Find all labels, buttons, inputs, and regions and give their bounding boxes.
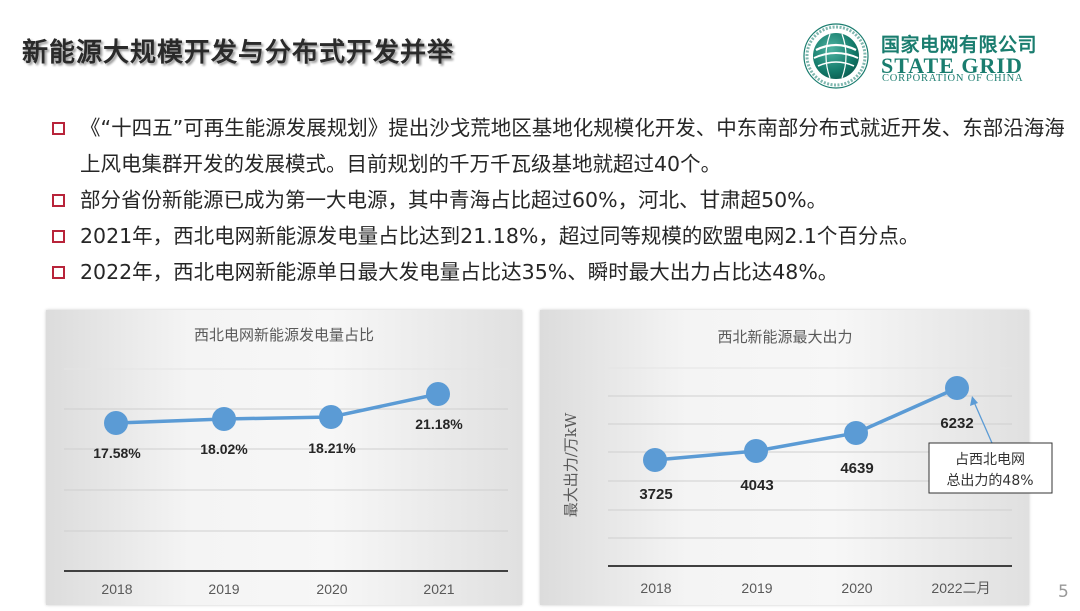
data-label: 4639 <box>840 460 873 477</box>
chart-title: 西北新能源最大出力 <box>717 328 852 346</box>
chart-generation-share-svg: 西北电网新能源发电量占比 17.58% 18.02% 18.21% 21.18%… <box>64 326 508 597</box>
bullet-item: 2021年，西北电网新能源发电量占比达到21.18%，超过同等规模的欧盟电网2.… <box>50 218 1070 254</box>
x-tick-label: 2019 <box>208 581 239 597</box>
data-point <box>844 421 868 445</box>
chart-title: 西北电网新能源发电量占比 <box>194 326 374 344</box>
data-point <box>643 448 667 472</box>
logo-subtitle: CORPORATION OF CHINA <box>882 73 1024 84</box>
x-tick-label: 2020 <box>316 581 347 597</box>
data-label: 4043 <box>740 477 773 494</box>
logo-name-en: STATE GRID <box>881 53 1023 78</box>
x-tick-label: 2022二月 <box>931 580 990 596</box>
data-point <box>104 411 128 435</box>
bullet-square-icon <box>52 230 65 243</box>
data-label: 21.18% <box>415 416 463 432</box>
series-line <box>654 386 958 462</box>
data-point <box>744 439 768 463</box>
bullet-text: 2022年，西北电网新能源单日最大发电量占比达35%、瞬时最大出力占比达48%。 <box>80 260 839 284</box>
bullet-text: 2021年，西北电网新能源发电量占比达到21.18%，超过同等规模的欧盟电网2.… <box>80 224 920 248</box>
bullet-text: 部分省份新能源已成为第一大电源，其中青海占比超过60%，河北、甘肃超50%。 <box>80 188 828 212</box>
gridlines <box>64 368 508 532</box>
data-points <box>643 376 969 472</box>
bullet-item: 2022年，西北电网新能源单日最大发电量占比达35%、瞬时最大出力占比达48%。 <box>50 254 1070 290</box>
data-label: 3725 <box>639 486 672 503</box>
page-number: 5 <box>1058 582 1069 602</box>
data-label: 18.02% <box>200 441 248 457</box>
bullet-item: 《“十四五”可再生能源发展规划》提出沙戈荒地区基地化规模化开发、中东南部分布式就… <box>50 110 1070 182</box>
annotation-arrow <box>973 401 993 444</box>
x-tick-label: 2018 <box>640 580 671 596</box>
arrow-head-icon <box>970 396 978 406</box>
series-line <box>115 392 439 425</box>
data-point <box>212 407 236 431</box>
bullet-text: 《“十四五”可再生能源发展规划》提出沙戈荒地区基地化规模化开发、中东南部分布式就… <box>80 116 1065 176</box>
data-label: 6232 <box>940 415 973 432</box>
bullet-item: 部分省份新能源已成为第一大电源，其中青海占比超过60%，河北、甘肃超50%。 <box>50 182 1070 218</box>
annotation-box <box>928 442 1053 494</box>
bullet-square-icon <box>52 122 65 135</box>
data-point <box>319 405 343 429</box>
chart-generation-share: 西北电网新能源发电量占比 17.58% 18.02% 18.21% 21.18%… <box>46 310 522 605</box>
slide-title: 新能源大规模开发与分布式开发并举 <box>22 38 455 68</box>
chart-max-output: 西北新能源最大出力 最大出力/万kW 3725 4043 4639 6232 2… <box>540 310 1053 605</box>
annotation-text: 总出力的48% <box>946 473 1033 489</box>
x-tick-label: 2018 <box>101 581 132 597</box>
bullet-list: 《“十四五”可再生能源发展规划》提出沙戈荒地区基地化规模化开发、中东南部分布式就… <box>50 110 1070 290</box>
chart-max-output-svg: 西北新能源最大出力 最大出力/万kW 3725 4043 4639 6232 2… <box>562 328 1053 596</box>
data-label: 18.21% <box>308 440 356 456</box>
x-tick-label: 2021 <box>423 581 454 597</box>
annotation-text: 占西北电网 <box>955 452 1025 468</box>
data-label: 17.58% <box>93 445 141 461</box>
bullet-square-icon <box>52 266 65 279</box>
bullet-square-icon <box>52 194 65 207</box>
data-point <box>426 382 450 406</box>
state-grid-logo-icon <box>803 23 869 89</box>
x-tick-label: 2020 <box>841 580 872 596</box>
logo-name-cn: 国家电网有限公司 <box>881 34 1038 56</box>
data-point <box>945 376 969 400</box>
data-points <box>104 382 450 435</box>
y-axis-label: 最大出力/万kW <box>562 412 580 517</box>
x-tick-label: 2019 <box>741 580 772 596</box>
